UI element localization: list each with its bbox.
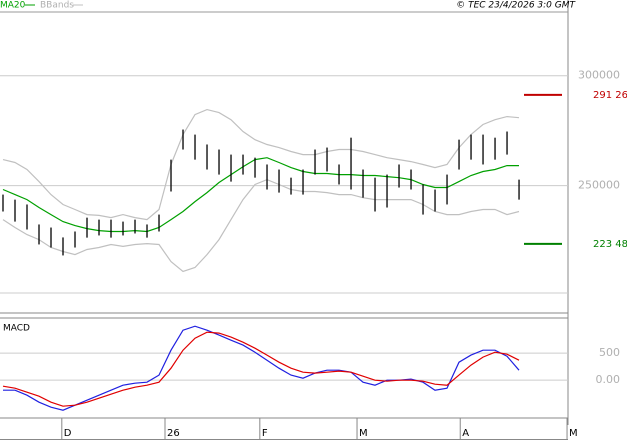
source: © TEC 23/4/2026 3:0 GMT — [456, 1, 576, 11]
legend-bbands: BBands — [40, 1, 74, 11]
legend-ma20: MA20 — [0, 1, 26, 11]
y-tick-label: 250000 — [578, 179, 620, 192]
macd-line — [2, 331, 520, 407]
x-tick-label: M — [569, 428, 578, 439]
upper-band — [2, 108, 520, 221]
level-label: 291 26 — [593, 90, 627, 101]
ma20-line — [2, 157, 519, 233]
y-tick-label: 0.00 — [596, 373, 621, 386]
lower-band — [2, 178, 520, 273]
y-tick-label: 500 — [599, 346, 620, 359]
macd-title: MACD — [3, 324, 30, 334]
x-tick-label: F — [262, 428, 268, 439]
x-tick-label: 26 — [167, 428, 180, 439]
macd-line — [3, 325, 520, 411]
x-tick-label: D — [64, 428, 72, 439]
y-tick-label: 300000 — [578, 69, 620, 82]
level-label: 223 48 — [593, 239, 627, 250]
x-tick-label: M — [359, 428, 368, 439]
x-tick-label: A — [462, 428, 469, 439]
